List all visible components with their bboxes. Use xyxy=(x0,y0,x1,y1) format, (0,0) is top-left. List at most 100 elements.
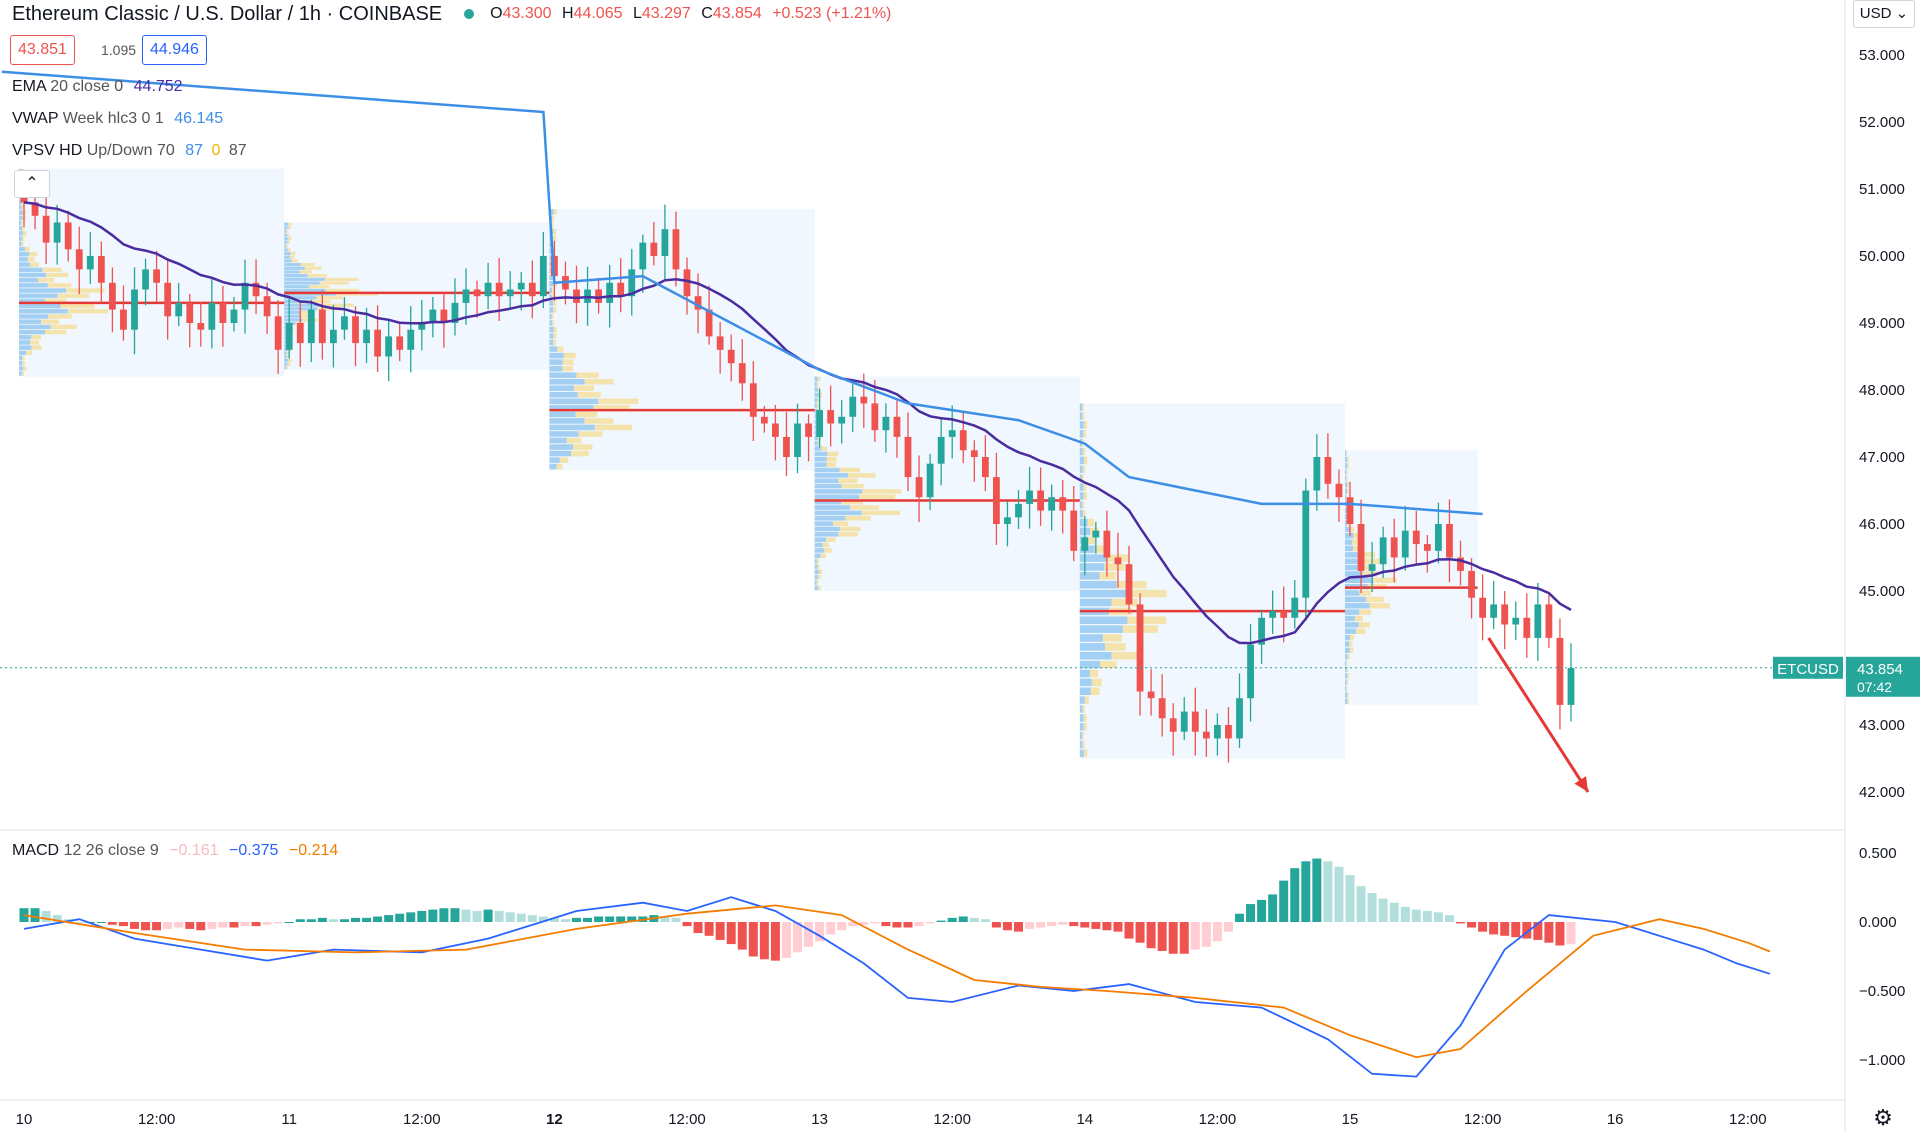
volume-bar-down xyxy=(300,310,315,315)
volume-bar-up xyxy=(549,398,599,405)
candle-body xyxy=(1125,564,1133,605)
volume-bar-up xyxy=(1345,571,1363,577)
volume-bar-down xyxy=(1081,474,1084,482)
volume-bar-down xyxy=(820,553,826,559)
volume-bar-up xyxy=(1079,456,1084,465)
macd-histogram-bar xyxy=(96,922,106,923)
volume-bar-down xyxy=(826,462,837,467)
macd-histogram-bar xyxy=(1113,922,1123,932)
volume-bar-down xyxy=(1350,526,1355,533)
candle-body xyxy=(970,450,978,457)
candle-body xyxy=(131,289,138,330)
macd-histogram-bar xyxy=(1367,893,1377,922)
macd-histogram-bar xyxy=(1069,922,1079,927)
poc-lines xyxy=(19,291,1478,613)
volume-bar-up xyxy=(19,205,22,210)
volume-bar-up xyxy=(549,444,574,450)
currency-dropdown[interactable]: USD ⌄ xyxy=(1853,0,1915,28)
volume-bar-up xyxy=(1345,609,1360,615)
gear-icon[interactable]: ⚙ xyxy=(1873,1105,1893,1130)
macd-histogram-bar xyxy=(163,922,173,929)
time-tick-label: 12:00 xyxy=(668,1111,706,1128)
macd-histogram-bar xyxy=(174,922,184,928)
volume-bar-down xyxy=(553,228,557,235)
candle-body xyxy=(451,302,459,323)
macd-histogram-bar xyxy=(1422,910,1432,922)
volume-bar-down xyxy=(325,288,360,292)
candle-body xyxy=(1147,691,1155,699)
volume-bar-up xyxy=(19,283,48,288)
candle-body xyxy=(904,436,912,478)
volume-bar-down xyxy=(30,340,40,345)
volume-bar-up xyxy=(1345,513,1348,520)
macd-histogram-bar xyxy=(494,910,504,922)
sell-price-button[interactable]: 43.851 xyxy=(10,35,75,65)
volume-bar-up xyxy=(1345,564,1359,571)
volume-bar-down xyxy=(576,372,599,378)
volume-bar-up xyxy=(19,210,24,215)
volume-bar-up xyxy=(814,489,863,494)
volume-bar-down xyxy=(1346,475,1348,482)
candle-body xyxy=(827,410,835,424)
buy-price-button[interactable]: 44.946 xyxy=(142,35,207,65)
volume-bar-down xyxy=(841,499,864,505)
vpsv-legend[interactable]: VPSV HD Up/Down 70 87 0 87 xyxy=(12,142,247,159)
candle-body xyxy=(1291,597,1299,618)
candle-body xyxy=(1136,604,1144,692)
volume-bar-up xyxy=(1345,469,1347,475)
ema-legend[interactable]: EMA 20 close 0 44.752 xyxy=(12,78,183,95)
volume-bar-down xyxy=(286,355,289,359)
volume-bar-up xyxy=(1079,518,1088,527)
volume-bar-down xyxy=(29,262,39,267)
macd-histogram-bar xyxy=(715,922,725,940)
macd-histogram-bar xyxy=(1102,922,1112,931)
volume-bar-down xyxy=(287,240,290,245)
volume-bar-up xyxy=(814,462,827,467)
volume-bar-down xyxy=(21,371,25,376)
volume-bar-up xyxy=(284,229,287,234)
volume-bar-up xyxy=(19,288,67,293)
volume-bar-down xyxy=(325,277,359,281)
volume-bar-up xyxy=(1079,572,1100,580)
vwap-legend[interactable]: VWAP Week hlc3 0 1 46.145 xyxy=(12,110,224,127)
volume-bar-down xyxy=(584,418,614,424)
macd-histogram-bar xyxy=(207,922,217,929)
volume-bar-up xyxy=(284,358,289,362)
macd-histogram-bar xyxy=(483,909,493,922)
candle-body xyxy=(1512,617,1520,625)
volume-bar-down xyxy=(575,411,598,418)
volume-bar-up xyxy=(549,365,563,372)
macd-histogram-bar xyxy=(693,922,703,934)
volume-bar-down xyxy=(23,231,27,236)
collapse-legend-button[interactable]: ⌃ xyxy=(14,170,50,198)
candle-body xyxy=(1269,611,1277,618)
volume-bar-up xyxy=(1345,603,1370,609)
macd-legend[interactable]: MACD 12 26 close 9 −0.161 −0.375 −0.214 xyxy=(12,842,339,859)
last-price-label-bg xyxy=(1846,656,1920,697)
candle-body xyxy=(1401,530,1409,558)
volume-bar-up xyxy=(814,585,818,591)
volume-bar-down xyxy=(566,437,582,444)
macd-histogram-bar xyxy=(240,922,250,927)
candle-body xyxy=(1070,510,1078,551)
macd-histogram-bar xyxy=(748,922,758,957)
candle-body xyxy=(407,329,415,350)
volume-bar-down xyxy=(1349,641,1353,647)
volume-bar-down xyxy=(1127,616,1167,625)
candle-body xyxy=(926,463,934,498)
candle-body xyxy=(617,282,625,297)
volume-bar-down xyxy=(1346,666,1349,673)
symbol-title[interactable]: Ethereum Classic / U.S. Dollar / 1h · CO… xyxy=(12,2,443,25)
volume-bar-down xyxy=(1356,628,1366,634)
candle-body xyxy=(738,363,746,384)
macd-histogram-bar xyxy=(472,910,482,922)
candle-body xyxy=(959,430,967,451)
candle-body xyxy=(252,282,260,297)
volume-bar-up xyxy=(549,359,563,365)
macd-histogram-bar xyxy=(1135,922,1145,943)
volume-bar-up xyxy=(1345,685,1347,692)
macd-histogram-bar xyxy=(538,916,548,922)
candle-body xyxy=(1225,725,1232,739)
volume-bar-up xyxy=(284,303,323,307)
